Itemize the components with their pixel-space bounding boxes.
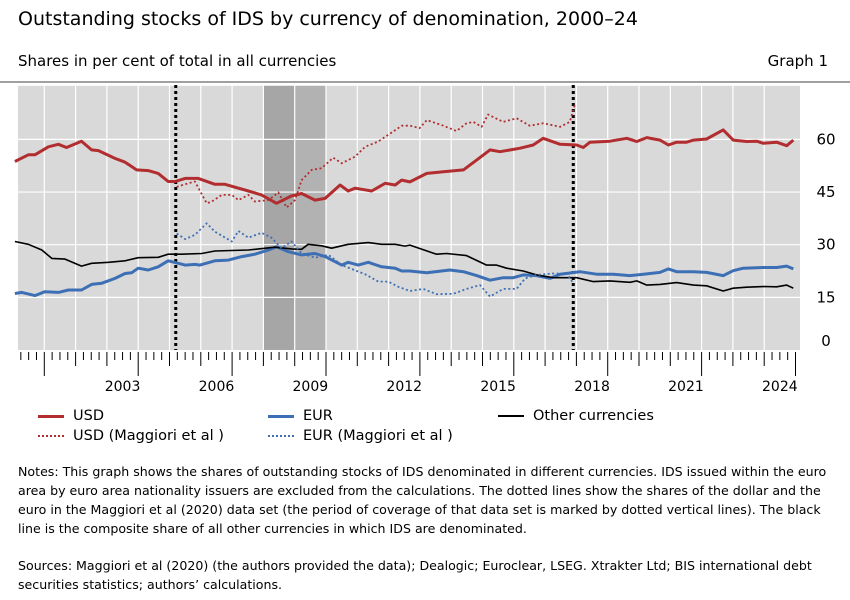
legend-swatch-usd bbox=[38, 414, 64, 418]
legend-swatch-other bbox=[498, 415, 524, 417]
legend-label: USD bbox=[73, 408, 104, 424]
legend-item-eur: EUR bbox=[268, 408, 333, 424]
sources: Sources: Maggiori et al (2020) (the auth… bbox=[18, 558, 812, 592]
x-tick-label: 2003 bbox=[105, 379, 141, 395]
legend-label: Other currencies bbox=[533, 408, 654, 424]
legend-item-usd-maggiori: USD (Maggiori et al ) bbox=[38, 428, 224, 444]
shaded-period bbox=[263, 85, 295, 350]
x-tick-label: 2009 bbox=[293, 379, 329, 395]
legend-swatch-eur-maggiori bbox=[268, 435, 294, 437]
y-tick-label: 15 bbox=[816, 288, 835, 306]
x-tick-label: 2018 bbox=[574, 379, 610, 395]
legend-label: USD (Maggiori et al ) bbox=[73, 428, 224, 444]
x-tick-label: 2021 bbox=[668, 379, 704, 395]
series-line-eur-maggiori-et-al bbox=[176, 222, 575, 298]
y-tick-label: 60 bbox=[816, 130, 835, 148]
x-tick-label: 2012 bbox=[386, 379, 422, 395]
x-tick-label: 2024 bbox=[762, 379, 798, 395]
legend-item-eur-maggiori: EUR (Maggiori et al ) bbox=[268, 428, 453, 444]
graph-label: Graph 1 bbox=[767, 52, 828, 70]
y-tick-label: 0 bbox=[821, 332, 831, 350]
x-tick-label: 2015 bbox=[480, 379, 516, 395]
chart-title: Outstanding stocks of IDS by currency of… bbox=[18, 8, 638, 30]
legend-swatch-usd-maggiori bbox=[38, 435, 64, 437]
chart-subtitle: Shares in per cent of total in all curre… bbox=[18, 52, 337, 70]
notes: Notes: This graph shows the shares of ou… bbox=[18, 464, 827, 536]
series-line-other-currencies bbox=[14, 240, 794, 292]
plot-background bbox=[18, 85, 800, 350]
shaded-period bbox=[294, 85, 326, 350]
series-line-usd bbox=[14, 128, 795, 205]
series-line-usd-maggiori-et-al bbox=[176, 104, 576, 209]
legend-label: EUR bbox=[303, 408, 333, 424]
legend-swatch-eur bbox=[268, 414, 294, 418]
line-chart: 0 15 30 45 60 2003 2006 2009 2012 2015 2018 2021 202… bbox=[0, 81, 850, 395]
series-line-eur bbox=[14, 245, 794, 298]
y-tick-label: 45 bbox=[816, 183, 835, 201]
legend-item-usd: USD bbox=[38, 408, 104, 424]
y-tick-label: 30 bbox=[816, 236, 835, 254]
legend-label: EUR (Maggiori et al ) bbox=[303, 428, 453, 444]
x-tick-label: 2006 bbox=[199, 379, 235, 395]
legend-item-other: Other currencies bbox=[498, 408, 654, 424]
